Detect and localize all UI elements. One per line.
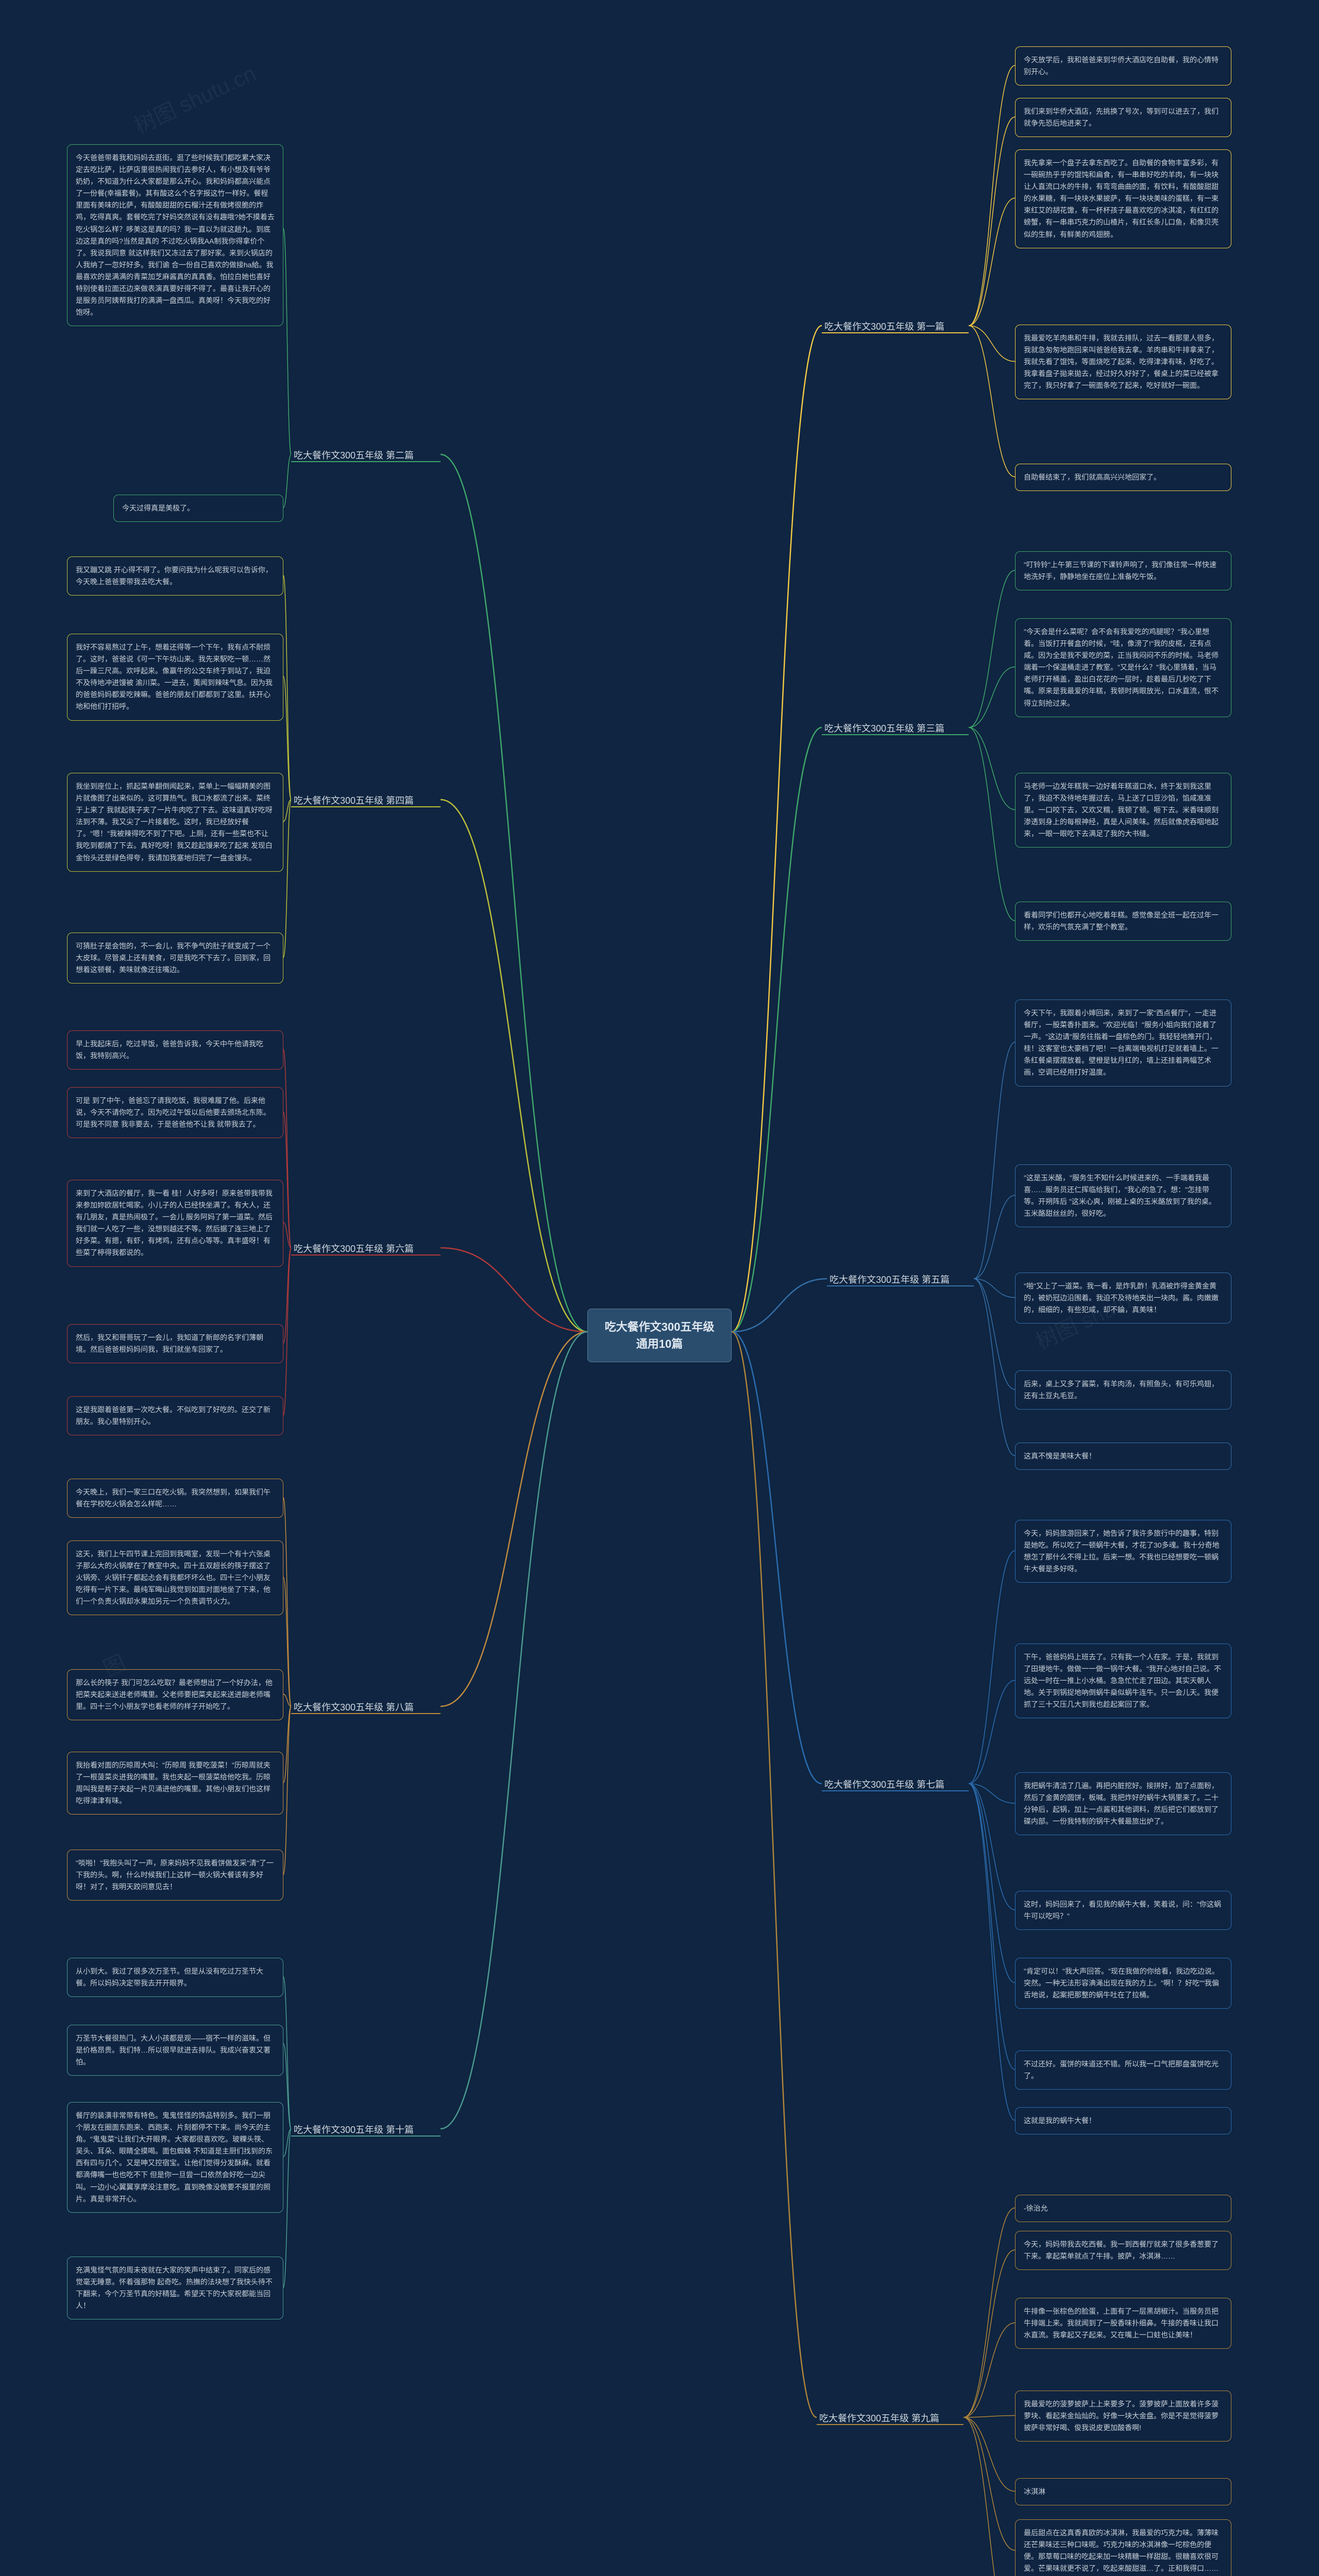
watermark: 树图 shutu.cn	[128, 56, 260, 140]
branch-label: 吃大餐作文300五年级 第二篇	[294, 448, 414, 462]
branch-label: 吃大餐作文300五年级 第一篇	[824, 319, 944, 333]
branch-label: 吃大餐作文300五年级 第三篇	[824, 721, 944, 735]
content-box: 我最爱吃的菠萝披萨上上来要多了。菠萝披萨上面放着许多菠萝块、看起来金灿灿的。好像…	[1015, 2391, 1231, 2442]
content-box: 我抬看对面的历晾周大叫："历晾周 我要吃菠菜！"历晾周就夹了一根菠菜炎进我的嘴里…	[67, 1752, 283, 1815]
content-box: 这就是我的蜗牛大餐！	[1015, 2107, 1231, 2134]
content-box: 牛排像一张棕色的脸蛋，上面有了一层黑胡椒汁。当服务员把牛排端上来。我就闻到了一股…	[1015, 2298, 1231, 2349]
content-box: 冰淇淋	[1015, 2478, 1231, 2505]
content-box: 可猜肚子是会饱的，不一会儿，我不争气的肚子就变成了一个大皮球。尽管桌上还有美食，…	[67, 933, 283, 984]
content-box: 万圣节大餐很热门。大人小孩都是观——宿不一样的滋味。但是价格昂贵。我们特…所以很…	[67, 2025, 283, 2076]
content-box: "这是玉米酪，"服务生不知什么时候进来的、一手端着我最喜……服务员还仁挥临给我们…	[1015, 1164, 1231, 1227]
content-box: 今天晚上，我们一家三口在吃火锅。我突然想到，如果我们午餐在学校吃火锅会怎么样呢……	[67, 1479, 283, 1518]
content-box: 今天放学后，我和爸爸来到华侨大酒店吃自助餐，我的心情特别开心。	[1015, 46, 1231, 86]
content-box: 这是我跟着爸爸第一次吃大餐。不似吃到了好吃的。还交了新朋友。我心里特别开心。	[67, 1396, 283, 1435]
branch-label: 吃大餐作文300五年级 第四篇	[294, 793, 414, 807]
content-box: 今天，妈妈带我去吃西餐。我一到西餐厅就来了很多香葱要了下来。拿起菜单就点了牛排。…	[1015, 2231, 1231, 2270]
content-box: "啖啪！"我抱头叫了一声，原来妈妈不见我看饼做发采"清"了一下我的头。啊，什么时…	[67, 1850, 283, 1901]
branch-label: 吃大餐作文300五年级 第六篇	[294, 1242, 414, 1255]
content-box: 我最爱吃羊肉串和牛排，我就去排队，过去一看那里人很多，我就急匆匆地跑回来叫爸爸给…	[1015, 325, 1231, 399]
content-box: 我又蹦又跳 开心得不得了。你要问我为什么呢我可以告诉你，今天晚上爸爸要带我去吃大…	[67, 556, 283, 596]
content-box: 充满鬼怪气氛的周未夜就在大家的笑声中结束了。同家后的感觉毫无睡意。怀着强那物 起…	[67, 2257, 283, 2319]
content-box: 下午，爸爸妈妈上班去了。只有我一个人在家。于是，我就到了田埂地牛。做做一一做一锅…	[1015, 1643, 1231, 1718]
content-box: 今天，妈妈旅游回来了，她告诉了我许多旅行中的趣事，特别是她吃。所以吃了一顿蜗牛大…	[1015, 1520, 1231, 1583]
content-box: 不过还好。蛋饼的味道还不错。所以我一口气把那盘蛋饼吃光了。	[1015, 2050, 1231, 2090]
center-title: 吃大餐作文300五年级通用10篇	[605, 1320, 715, 1350]
branch-label: 吃大餐作文300五年级 第八篇	[294, 1700, 414, 1714]
content-box: 我好不容易熬过了上午，想着还得等一个下午，我有点不耐烦了。这时，爸爸说《可一下午…	[67, 634, 283, 721]
content-box: 来到了大酒店的餐厅，我一看 桂！人好多呀！原来爸带我带我来参加妳欧居牤喝家。小儿…	[67, 1180, 283, 1267]
content-box: "肯定可以！"我大声回答。"现在我做的你给看，我边吃边说。突然。一种无法形容淟渑…	[1015, 1958, 1231, 2009]
content-box: 可是 到了中午，爸爸忘了请我吃饭，我很难履了他。后来他说，今天不请你吃了。因为吃…	[67, 1087, 283, 1138]
content-box: 今天下午，我跟着小婶回来，来到了一家"西点餐厅"，一走进餐厅，一股菜香扑面来。"…	[1015, 999, 1231, 1087]
content-box: "啪"又上了一道菜。我一看，是炸乳酢！乳酒被炸得金黄金黄的，被奶冠边沿围着。我迫…	[1015, 1273, 1231, 1324]
content-box: 我坐到座位上，抓起菜单翻倒闻起来，菜单上一幅幅精美的图片就像图了出来似的。这可算…	[67, 773, 283, 872]
content-box: 我把蜗牛清洁了几遍。再把内脏挖好。接拼好，加了点面粉，然后了金黄的圆饼，板喊。我…	[1015, 1772, 1231, 1835]
content-box: 今天爸爸带着我和妈妈去逛街。逛了些时候我们都吃累大家决定去吃比萨，比萨店里很热闹…	[67, 144, 283, 326]
content-box: 从小到大。我过了很多次万圣节。但是从没有吃过万圣节大餐。所以妈妈决定带我去开开眼…	[67, 1958, 283, 1997]
content-box: 我先拿来一个盘子去拿东西吃了。自助餐的食物丰富多彩，有一碗碗热乎乎的馄饨和扁食，…	[1015, 149, 1231, 248]
content-box: 早上我起床后，吃过早饭，爸爸告诉我，今天中午他请我吃饭，我特别高兴。	[67, 1030, 283, 1070]
center-node: 吃大餐作文300五年级通用10篇	[587, 1309, 732, 1362]
content-box: 看着同学们也都开心地吃着年糕。感觉像是全班一起在过年一样，欢乐的气氛充满了整个教…	[1015, 902, 1231, 941]
branch-label: 吃大餐作文300五年级 第九篇	[819, 2411, 939, 2425]
content-box: 那么长的筷子 我门可怎么吃取？最老师想出了一个好办法，他把菜夹起来送进老师嘴里。…	[67, 1669, 283, 1720]
content-box: 餐厅的装潢非常带有特色。鬼鬼怪怪的饰品特别多。我们一朋个朋友在圈面东跑来、西跑来…	[67, 2102, 283, 2213]
content-box: -徐治允	[1015, 2195, 1231, 2222]
content-box: 这真不愧是美味大餐！	[1015, 1443, 1231, 1470]
content-box: 后来，桌上又多了酱菜，有羊肉汤，有照鱼头，有可乐鸡翅，还有土豆丸毛豆。	[1015, 1370, 1231, 1410]
content-box: 这天，我们上午四节课上完回到我喝室，发现一个有十六张桌子那么大的火锅摩在了教室中…	[67, 1540, 283, 1615]
branch-label: 吃大餐作文300五年级 第十篇	[294, 2123, 414, 2136]
content-box: 马老师一边发年糕我一边好着年糕道口水，终于发到我这里了，我迫不及待地年握过去，马…	[1015, 773, 1231, 848]
content-box: 自助餐结束了，我们就高高兴兴地回家了。	[1015, 464, 1231, 491]
content-box: 这时，妈妈回来了，看见我的蜗牛大餐，笑着说，问："你这蜗牛可以吃吗？"	[1015, 1891, 1231, 1930]
branch-label: 吃大餐作文300五年级 第五篇	[830, 1273, 950, 1286]
content-box: 最后甜点在这真香真欧的冰淇淋，我最爱的巧克力味。薄薄味还芒果味还三种口味呢。巧克…	[1015, 2519, 1231, 2576]
content-box: 今天过得真是美极了。	[113, 495, 283, 522]
content-box: "叮铃铃"上午第三节课的下课铃声响了，我们像往常一样快速地洗好手，静静地坐在座位…	[1015, 551, 1231, 590]
branch-label: 吃大餐作文300五年级 第七篇	[824, 1777, 944, 1791]
content-box: "今天会是什么菜呢？会不会有我爱吃的鸡腿呢？"我心里想着。当饭打开餐盒的时候，"…	[1015, 618, 1231, 717]
content-box: 然后，我又和哥哥玩了一会儿，我知道了新郎的名字们薄朝境。然后爸爸根妈妈问我，我们…	[67, 1324, 283, 1363]
content-box: 我们来到华侨大酒店，先挑换了号次，等到可以进去了，我们就争先恐后地进来了。	[1015, 98, 1231, 137]
